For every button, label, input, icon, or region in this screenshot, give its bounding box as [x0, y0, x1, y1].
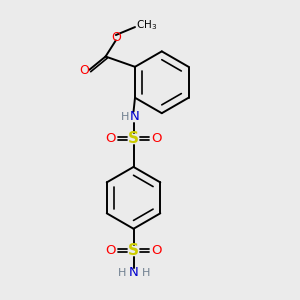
Text: H: H — [118, 268, 127, 278]
Text: H: H — [121, 112, 129, 122]
Text: O: O — [111, 31, 121, 44]
Text: O: O — [79, 64, 89, 77]
Text: CH$_3$: CH$_3$ — [136, 18, 158, 32]
Text: N: N — [130, 110, 140, 123]
Text: O: O — [106, 133, 116, 146]
Text: O: O — [151, 244, 161, 257]
Text: O: O — [151, 133, 161, 146]
Text: N: N — [129, 266, 139, 279]
Text: S: S — [128, 243, 139, 258]
Text: S: S — [128, 131, 139, 146]
Text: O: O — [106, 244, 116, 257]
Text: H: H — [142, 268, 150, 278]
